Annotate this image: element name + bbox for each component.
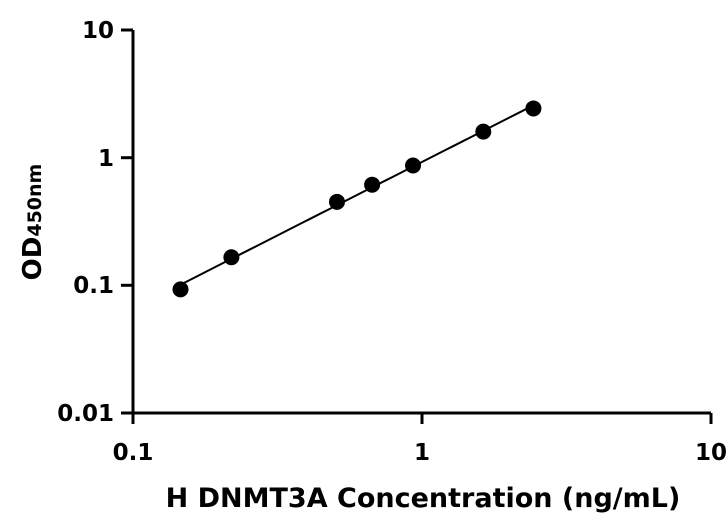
fit-curve bbox=[180, 104, 534, 286]
x-tick-label: 0.1 bbox=[113, 440, 154, 466]
data-point bbox=[405, 157, 422, 174]
data-point bbox=[525, 100, 542, 117]
y-tick-label: 0.01 bbox=[57, 401, 114, 427]
y-axis-title-sub: 450nm bbox=[24, 164, 46, 237]
data-point bbox=[328, 193, 345, 210]
y-axis: 10 1 0.1 0.01 OD450nm bbox=[18, 18, 135, 427]
y-tick-label: 1 bbox=[98, 146, 114, 172]
data-point bbox=[223, 249, 240, 266]
y-axis-title: OD450nm bbox=[18, 164, 48, 281]
plot-area bbox=[172, 100, 542, 298]
y-tick-label: 10 bbox=[82, 18, 114, 44]
data-point bbox=[475, 123, 492, 140]
x-tick-label: 10 bbox=[695, 440, 727, 466]
x-tick-label: 1 bbox=[414, 440, 430, 466]
x-axis-title: H DNMT3A Concentration (ng/mL) bbox=[166, 483, 681, 514]
y-tick-label: 0.1 bbox=[73, 273, 114, 299]
x-axis: 0.1 1 10 H DNMT3A Concentration (ng/mL) bbox=[113, 411, 727, 514]
y-axis-title-main: OD bbox=[18, 237, 48, 281]
data-point bbox=[364, 176, 381, 193]
data-point bbox=[172, 281, 189, 298]
